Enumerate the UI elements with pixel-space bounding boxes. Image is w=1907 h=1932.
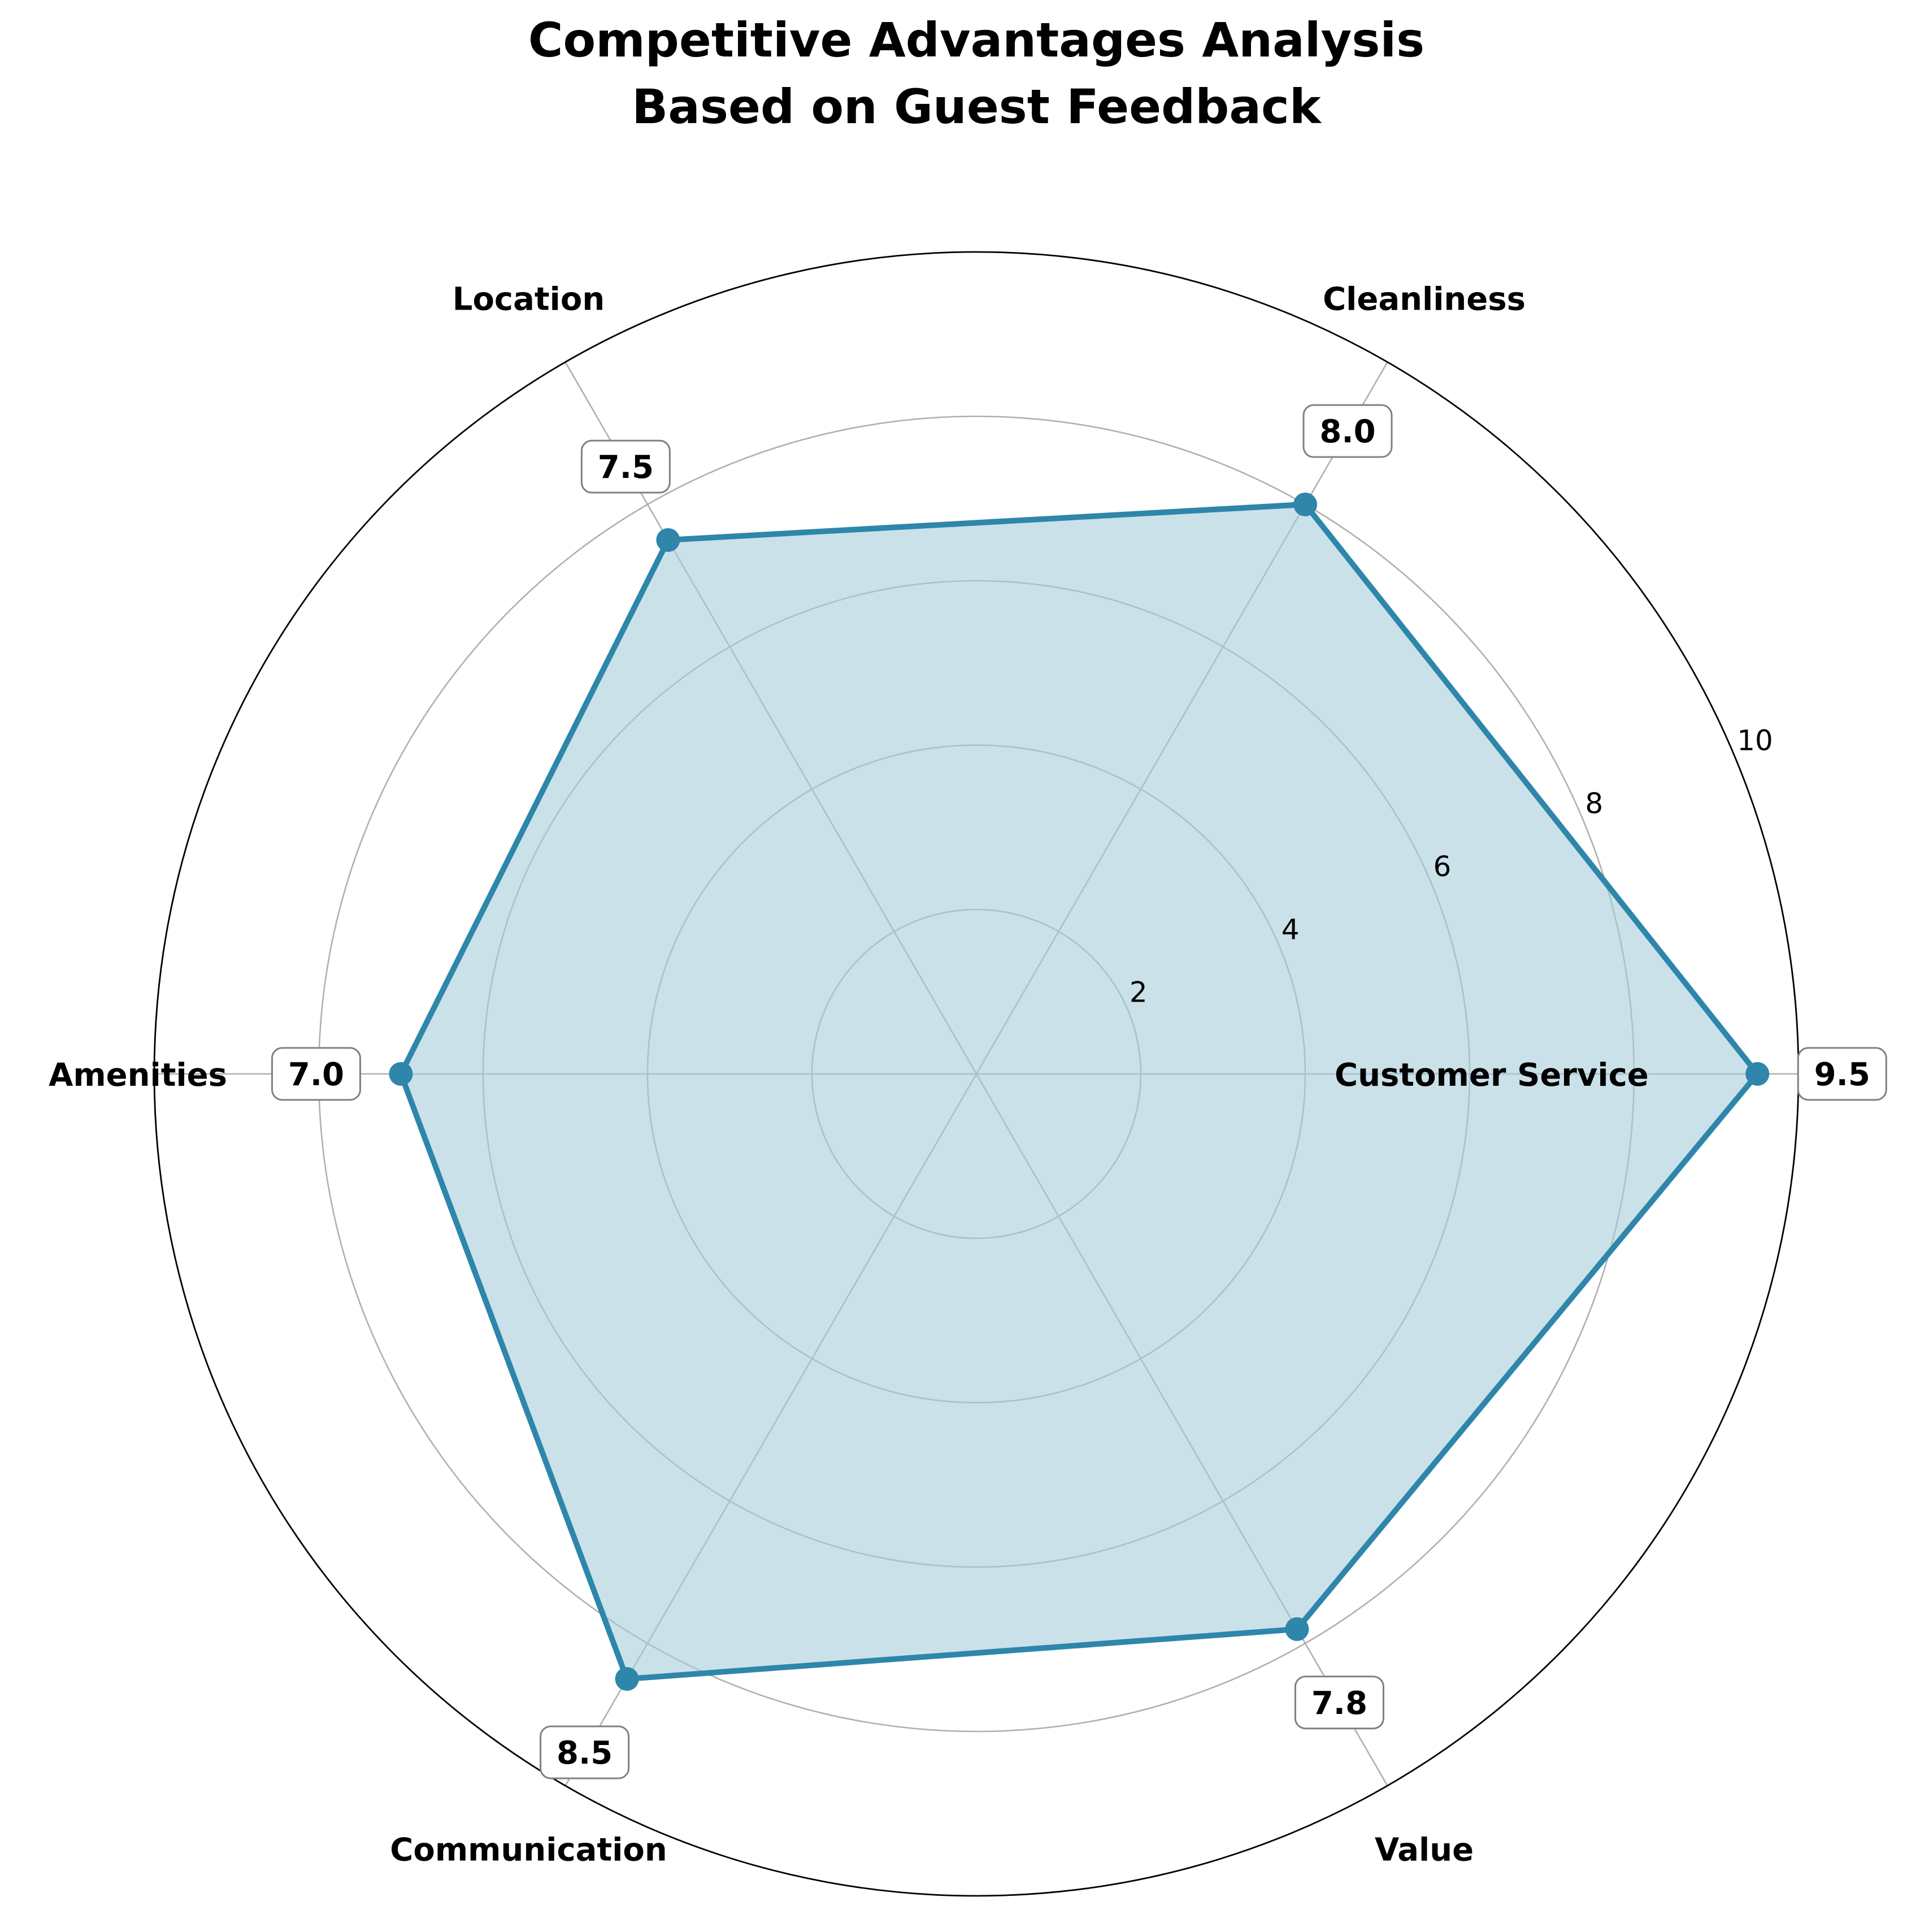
data-point bbox=[1293, 492, 1317, 516]
radial-tick-label: 2 bbox=[1130, 976, 1148, 1009]
category-label: Value bbox=[1375, 1832, 1474, 1869]
category-label: Customer Service bbox=[1335, 1057, 1649, 1094]
data-point bbox=[656, 528, 680, 552]
value-label-box bbox=[580, 440, 671, 494]
category-label: Cleanliness bbox=[1323, 281, 1526, 317]
value-label: 8.0 bbox=[1319, 414, 1375, 450]
data-point bbox=[389, 1062, 413, 1086]
value-label-box bbox=[271, 1047, 361, 1101]
data-point bbox=[1745, 1062, 1770, 1086]
data-point bbox=[1285, 1617, 1309, 1641]
value-label: 7.0 bbox=[288, 1056, 344, 1093]
chart-title-line-1: Competitive Advantages Analysis bbox=[528, 12, 1424, 68]
value-label-box bbox=[1294, 1676, 1384, 1730]
value-label: 7.8 bbox=[1311, 1685, 1367, 1722]
value-label-box bbox=[540, 1725, 630, 1779]
chart-title-line-2: Based on Guest Feedback bbox=[632, 79, 1322, 134]
category-label: Amenities bbox=[49, 1057, 227, 1094]
radial-tick-label: 4 bbox=[1282, 913, 1300, 946]
radial-tick-label: 8 bbox=[1585, 787, 1603, 820]
series-area bbox=[401, 504, 1758, 1679]
data-layer bbox=[389, 492, 1770, 1691]
value-label-box bbox=[1797, 1047, 1887, 1101]
label-layer: 2 4 6 8 10 Customer Service Cleanliness Locatio… bbox=[49, 281, 1887, 1869]
radial-tick-label: 10 bbox=[1737, 724, 1773, 757]
value-label-box bbox=[1302, 404, 1393, 458]
value-label: 9.5 bbox=[1814, 1056, 1870, 1093]
category-label: Location bbox=[453, 281, 605, 317]
data-point bbox=[615, 1667, 639, 1691]
radial-tick-label: 6 bbox=[1433, 850, 1452, 883]
value-label: 8.5 bbox=[557, 1735, 613, 1772]
value-label: 7.5 bbox=[598, 449, 654, 486]
category-label: Communication bbox=[390, 1832, 667, 1869]
